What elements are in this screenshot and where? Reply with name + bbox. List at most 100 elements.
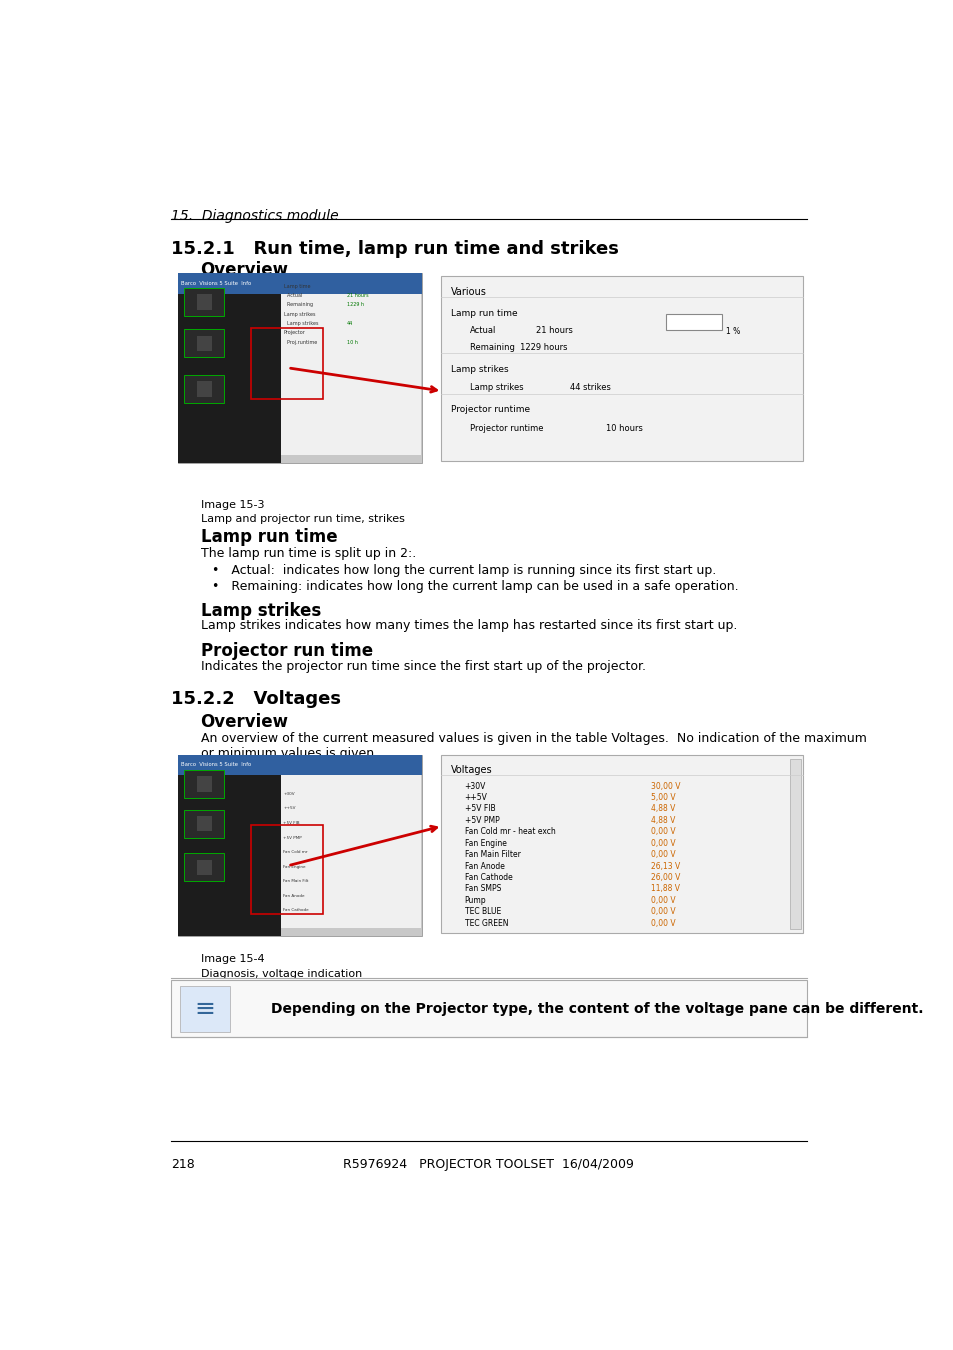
Text: 44: 44	[346, 321, 353, 327]
Text: 0,00 V: 0,00 V	[650, 896, 675, 905]
Text: Barco  Visions 5 Suite  Info: Barco Visions 5 Suite Info	[181, 763, 252, 767]
Text: 26,13 V: 26,13 V	[650, 861, 679, 871]
Bar	[183, 375, 224, 404]
Text: Proj.runtime: Proj.runtime	[284, 340, 316, 344]
Bar	[196, 294, 212, 309]
Bar	[251, 825, 323, 914]
Text: R5976924   PROJECTOR TOOLSET  16/04/2009: R5976924 PROJECTOR TOOLSET 16/04/2009	[343, 1158, 634, 1170]
Text: ++5V: ++5V	[464, 792, 487, 802]
Bar	[251, 328, 323, 400]
Text: 26,00 V: 26,00 V	[650, 873, 679, 882]
Text: Projector runtime: Projector runtime	[469, 424, 542, 433]
Text: Lamp run time: Lamp run time	[200, 528, 336, 545]
Text: Overview: Overview	[200, 261, 288, 278]
Text: +30V: +30V	[464, 782, 485, 791]
Bar	[440, 755, 802, 933]
Bar	[789, 759, 801, 929]
Text: Actual: Actual	[284, 293, 302, 298]
Bar	[665, 313, 721, 331]
Text: +5V FIB: +5V FIB	[283, 821, 299, 825]
Text: Fan Engine: Fan Engine	[464, 838, 506, 848]
Bar	[178, 273, 422, 294]
Bar	[183, 853, 224, 882]
Text: Actual: Actual	[469, 327, 496, 335]
Bar	[171, 980, 806, 1037]
Text: 4,88 V: 4,88 V	[650, 805, 675, 814]
Text: +5V PMP: +5V PMP	[464, 815, 498, 825]
Text: Fan Cold mr - heat exch: Fan Cold mr - heat exch	[464, 828, 555, 836]
Bar	[178, 755, 422, 775]
Text: 4,88 V: 4,88 V	[650, 815, 675, 825]
Text: 0,00 V: 0,00 V	[650, 838, 675, 848]
Text: 0,00 V: 0,00 V	[650, 850, 675, 859]
Text: Image 15-3: Image 15-3	[200, 500, 264, 510]
Text: 30,00 V: 30,00 V	[650, 782, 679, 791]
Text: 15.  Diagnostics module: 15. Diagnostics module	[171, 209, 338, 223]
Text: 44 strikes: 44 strikes	[569, 383, 610, 393]
Text: The lamp run time is split up in 2:.: The lamp run time is split up in 2:.	[200, 547, 416, 560]
Bar	[183, 810, 224, 837]
Text: Lamp strikes indicates how many times the lamp has restarted since its first sta: Lamp strikes indicates how many times th…	[200, 620, 736, 632]
Text: •   Actual:  indicates how long the current lamp is running since its first star: • Actual: indicates how long the current…	[212, 564, 715, 578]
Bar	[440, 277, 802, 462]
Text: 11,88 V: 11,88 V	[650, 884, 679, 894]
Bar	[178, 294, 280, 463]
Text: Depending on the Projector type, the content of the voltage pane can be differen: Depending on the Projector type, the con…	[271, 1002, 923, 1017]
Text: 21 hours: 21 hours	[346, 293, 368, 298]
Text: ++5V: ++5V	[283, 806, 295, 810]
Text: Pump: Pump	[464, 896, 486, 905]
Bar	[178, 755, 422, 937]
Text: Lamp run time: Lamp run time	[451, 309, 517, 317]
Text: ≡: ≡	[194, 998, 215, 1021]
Text: Lamp time: Lamp time	[284, 284, 310, 289]
Text: Lamp strikes: Lamp strikes	[469, 383, 523, 393]
Bar	[178, 273, 422, 463]
Text: TEC GREEN: TEC GREEN	[464, 919, 508, 927]
Text: Fan Anode: Fan Anode	[464, 861, 504, 871]
Text: •   Remaining: indicates how long the current lamp can be used in a safe operati: • Remaining: indicates how long the curr…	[212, 580, 738, 593]
Text: Overview: Overview	[200, 713, 288, 730]
Text: 15.2.2   Voltages: 15.2.2 Voltages	[171, 690, 340, 707]
Bar	[183, 329, 224, 358]
Text: Fan Engine: Fan Engine	[283, 865, 305, 868]
Text: or minimum values is given.: or minimum values is given.	[200, 748, 377, 760]
Text: Lamp strikes: Lamp strikes	[200, 602, 320, 620]
Text: Fan Cathode: Fan Cathode	[283, 909, 309, 913]
Text: Barco  Visions 5 Suite  Info: Barco Visions 5 Suite Info	[181, 281, 252, 286]
Bar	[196, 815, 212, 832]
Bar	[196, 776, 212, 792]
Bar	[280, 775, 420, 927]
Text: Lamp strikes: Lamp strikes	[284, 321, 318, 327]
Bar	[196, 860, 212, 875]
Text: 5,00 V: 5,00 V	[650, 792, 675, 802]
Bar	[280, 294, 420, 455]
Text: Lamp strikes: Lamp strikes	[451, 364, 508, 374]
Text: 0,00 V: 0,00 V	[650, 919, 675, 927]
Text: Image 15-4: Image 15-4	[200, 954, 264, 964]
Text: 21 hours: 21 hours	[536, 327, 573, 335]
Text: 1 %: 1 %	[725, 327, 740, 336]
Text: Various: Various	[451, 286, 487, 297]
Text: +30V: +30V	[283, 792, 294, 796]
Text: Diagnosis, voltage indication: Diagnosis, voltage indication	[200, 969, 361, 979]
Bar	[183, 288, 224, 316]
Text: Fan SMPS: Fan SMPS	[464, 884, 500, 894]
Text: Fan Main Filt: Fan Main Filt	[283, 879, 308, 883]
Text: An overview of the current measured values is given in the table Voltages.  No i: An overview of the current measured valu…	[200, 732, 865, 745]
Bar	[178, 775, 280, 937]
Text: Fan Anode: Fan Anode	[283, 894, 304, 898]
Text: Projector: Projector	[284, 331, 305, 335]
Text: Fan Cathode: Fan Cathode	[464, 873, 512, 882]
Text: Fan Cold mr: Fan Cold mr	[283, 850, 308, 855]
Text: 0,00 V: 0,00 V	[650, 828, 675, 836]
Text: +5V FIB: +5V FIB	[464, 805, 495, 814]
Text: 218: 218	[171, 1158, 194, 1170]
Bar	[196, 381, 212, 397]
Bar	[196, 336, 212, 351]
Text: Remaining  1229 hours: Remaining 1229 hours	[469, 343, 567, 352]
Text: TEC BLUE: TEC BLUE	[464, 907, 500, 917]
Text: 15.2.1   Run time, lamp run time and strikes: 15.2.1 Run time, lamp run time and strik…	[171, 240, 618, 258]
Text: 10 h: 10 h	[346, 340, 357, 344]
Bar	[180, 987, 230, 1031]
Text: 1229 h: 1229 h	[346, 302, 363, 308]
